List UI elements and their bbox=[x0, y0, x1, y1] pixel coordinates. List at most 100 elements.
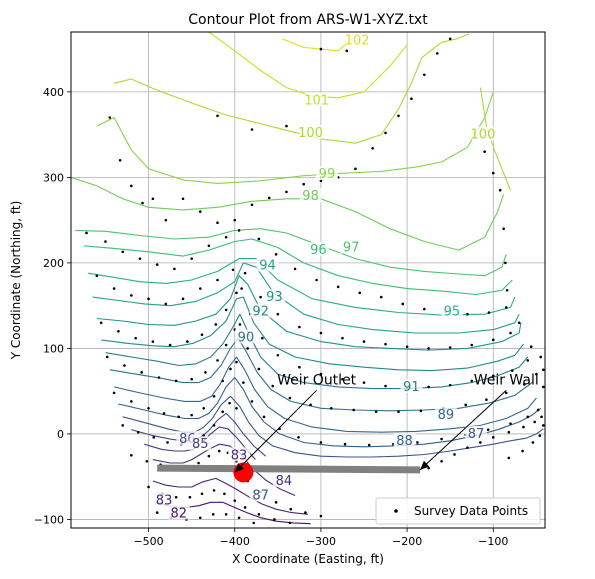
contour-label: 102 bbox=[345, 34, 370, 49]
survey-point bbox=[198, 210, 202, 213]
x-tick-label: −500 bbox=[133, 535, 163, 548]
survey-point bbox=[104, 240, 107, 243]
contour-label-bg bbox=[400, 378, 423, 393]
survey-point bbox=[541, 424, 545, 427]
survey-point bbox=[427, 347, 430, 350]
contour-line-96 bbox=[83, 238, 513, 296]
survey-point bbox=[507, 456, 511, 460]
survey-point bbox=[486, 428, 490, 431]
survey-point bbox=[510, 369, 514, 372]
survey-point bbox=[285, 124, 288, 128]
survey-point bbox=[464, 403, 468, 407]
survey-point bbox=[509, 331, 512, 335]
contour-label: 97 bbox=[343, 241, 360, 256]
survey-point bbox=[448, 383, 452, 387]
survey-point bbox=[207, 454, 211, 458]
contour-line-100 bbox=[479, 87, 512, 191]
contour-label: 90 bbox=[238, 330, 255, 345]
survey-point bbox=[526, 415, 530, 419]
y-tick-label: 300 bbox=[43, 171, 64, 184]
survey-point bbox=[297, 436, 300, 439]
contour-label-bg bbox=[471, 126, 494, 141]
chart-title: Contour Plot from ARS-W1-XYZ.txt bbox=[188, 12, 428, 28]
contour-label: 100 bbox=[471, 128, 496, 143]
survey-point bbox=[174, 495, 178, 499]
y-tick-label: 400 bbox=[43, 86, 64, 99]
survey-point bbox=[233, 218, 237, 222]
survey-point bbox=[319, 441, 323, 444]
survey-point bbox=[319, 514, 323, 518]
contour-line-100 bbox=[113, 33, 470, 144]
survey-point bbox=[354, 167, 357, 171]
survey-point bbox=[276, 312, 280, 316]
survey-point bbox=[509, 422, 512, 425]
survey-point bbox=[240, 287, 243, 290]
survey-point bbox=[197, 461, 200, 465]
survey-point bbox=[117, 330, 120, 333]
survey-point bbox=[539, 355, 542, 359]
survey-point bbox=[358, 291, 362, 295]
survey-point bbox=[440, 459, 443, 463]
contour-label-bg bbox=[465, 425, 488, 440]
survey-point bbox=[302, 182, 305, 186]
survey-point bbox=[228, 401, 231, 405]
legend-marker bbox=[394, 509, 398, 513]
survey-point bbox=[298, 365, 301, 369]
survey-point bbox=[517, 321, 521, 325]
x-axis-label: X Coordinate (Easting, ft) bbox=[232, 552, 384, 566]
contour-label-bg bbox=[249, 303, 272, 318]
survey-point bbox=[235, 360, 238, 364]
survey-point bbox=[491, 338, 495, 342]
plot-frame bbox=[70, 31, 546, 529]
legend-label: Survey Data Points bbox=[414, 504, 528, 518]
survey-point bbox=[319, 179, 323, 183]
y-axis-ticks: −100 0 100 200 300 400 bbox=[34, 86, 71, 526]
survey-point bbox=[397, 410, 400, 413]
survey-point bbox=[250, 203, 254, 207]
survey-point bbox=[374, 410, 378, 413]
y-tick-label: −100 bbox=[34, 513, 64, 526]
survey-point bbox=[223, 492, 226, 496]
survey-point bbox=[138, 257, 142, 260]
survey-point bbox=[504, 261, 507, 265]
survey-point bbox=[288, 396, 292, 400]
survey-point bbox=[164, 218, 168, 222]
survey-point bbox=[319, 372, 323, 376]
survey-point bbox=[224, 513, 228, 516]
contour-label-bg bbox=[272, 472, 295, 487]
survey-point bbox=[224, 343, 228, 347]
survey-point bbox=[211, 513, 215, 516]
survey-point bbox=[507, 430, 511, 434]
survey-point bbox=[416, 441, 419, 444]
survey-point bbox=[267, 196, 271, 200]
survey-point bbox=[237, 229, 241, 232]
survey-point bbox=[362, 340, 366, 343]
survey-point bbox=[453, 453, 456, 456]
annotation-label: Weir Outlet bbox=[277, 372, 357, 388]
survey-point bbox=[319, 331, 323, 335]
survey-point bbox=[419, 409, 423, 413]
annotations: Weir Outlet Weir Wall bbox=[234, 372, 539, 473]
contour-label: 101 bbox=[304, 93, 329, 108]
contour-label-bg bbox=[299, 188, 322, 203]
survey-point bbox=[174, 379, 178, 383]
survey-point bbox=[151, 340, 155, 343]
contour-line-91 bbox=[105, 313, 529, 390]
contour-label: 87 bbox=[252, 489, 269, 504]
survey-point bbox=[190, 413, 193, 417]
contour-label: 92 bbox=[252, 305, 269, 320]
contour-label-bg bbox=[189, 436, 212, 451]
contour-label: 95 bbox=[444, 305, 461, 320]
survey-point bbox=[504, 391, 508, 395]
contour-label: 99 bbox=[319, 167, 336, 182]
contour-label: 93 bbox=[266, 290, 283, 305]
survey-point bbox=[250, 400, 254, 403]
contour-label-bg bbox=[256, 257, 279, 272]
contour-label-bg bbox=[167, 505, 190, 520]
survey-point bbox=[155, 511, 159, 514]
survey-point bbox=[130, 184, 133, 188]
survey-point bbox=[535, 372, 538, 376]
survey-point bbox=[304, 511, 307, 514]
survey-point bbox=[181, 197, 185, 201]
